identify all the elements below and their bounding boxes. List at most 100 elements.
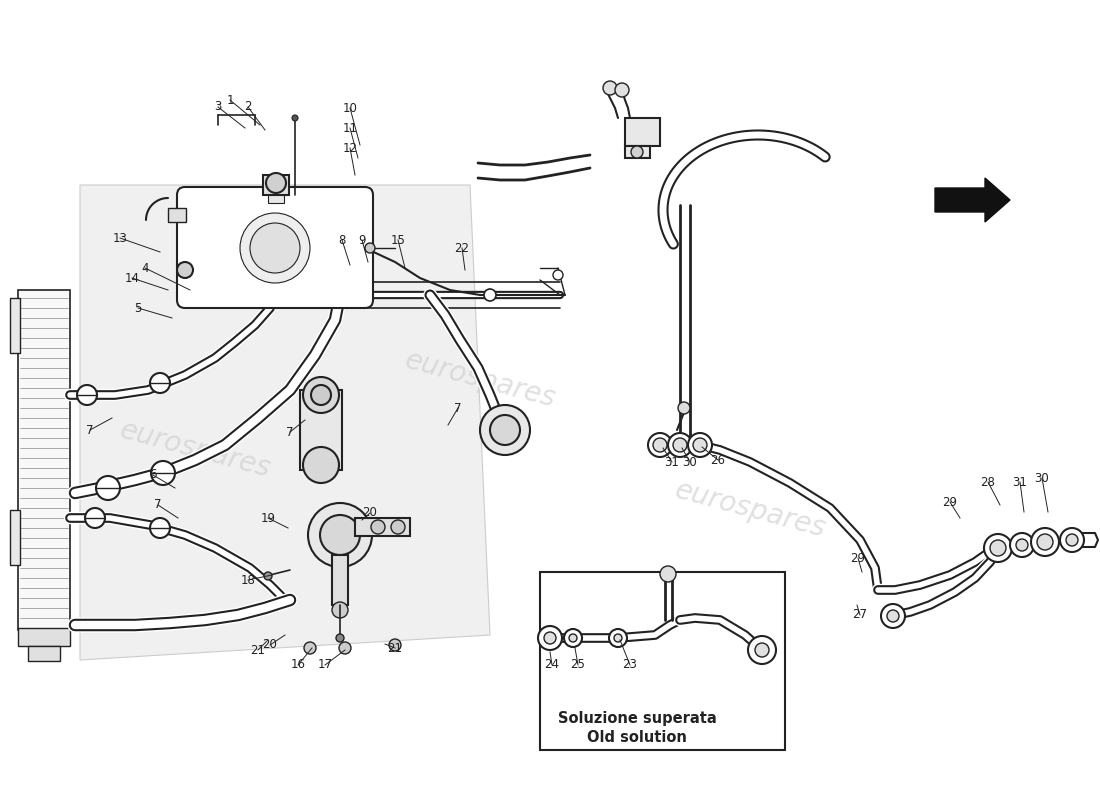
Circle shape xyxy=(85,508,104,528)
Circle shape xyxy=(544,632,556,644)
Circle shape xyxy=(553,270,563,280)
Circle shape xyxy=(390,520,405,534)
Text: 17: 17 xyxy=(318,658,332,671)
Circle shape xyxy=(660,566,676,582)
Circle shape xyxy=(240,213,310,283)
Text: 7: 7 xyxy=(454,402,462,414)
Bar xyxy=(332,555,348,605)
Text: 1: 1 xyxy=(227,94,233,106)
Circle shape xyxy=(1060,528,1083,552)
Text: 11: 11 xyxy=(342,122,358,134)
Circle shape xyxy=(631,146,644,158)
Polygon shape xyxy=(80,185,490,660)
Text: 12: 12 xyxy=(342,142,358,154)
Bar xyxy=(10,510,20,565)
Text: 14: 14 xyxy=(124,271,140,285)
Circle shape xyxy=(538,626,562,650)
Circle shape xyxy=(266,173,286,193)
Circle shape xyxy=(881,604,905,628)
Circle shape xyxy=(688,433,712,457)
Text: Soluzione superata
Old solution: Soluzione superata Old solution xyxy=(558,710,716,746)
Bar xyxy=(540,572,785,750)
Text: 10: 10 xyxy=(342,102,358,114)
Circle shape xyxy=(480,405,530,455)
Text: 7: 7 xyxy=(86,423,94,437)
Text: 24: 24 xyxy=(544,658,560,671)
Circle shape xyxy=(150,518,170,538)
Circle shape xyxy=(250,223,300,273)
Text: 29: 29 xyxy=(943,495,957,509)
Circle shape xyxy=(673,438,688,452)
Text: 21: 21 xyxy=(387,642,403,654)
Bar xyxy=(10,298,20,353)
Text: 25: 25 xyxy=(571,658,585,671)
Circle shape xyxy=(755,643,769,657)
Text: 27: 27 xyxy=(852,609,868,622)
Circle shape xyxy=(693,438,707,452)
Text: 30: 30 xyxy=(683,455,697,469)
Circle shape xyxy=(311,385,331,405)
Text: 19: 19 xyxy=(261,511,275,525)
Circle shape xyxy=(320,515,360,555)
Text: 28: 28 xyxy=(980,475,996,489)
Circle shape xyxy=(490,415,520,445)
FancyBboxPatch shape xyxy=(177,187,373,308)
Text: 22: 22 xyxy=(454,242,470,254)
Circle shape xyxy=(150,373,170,393)
Text: 31: 31 xyxy=(1013,475,1027,489)
Circle shape xyxy=(653,438,667,452)
Circle shape xyxy=(371,520,385,534)
Text: 5: 5 xyxy=(134,302,142,314)
Circle shape xyxy=(648,433,672,457)
Bar xyxy=(18,290,70,630)
Text: 16: 16 xyxy=(290,658,306,671)
Circle shape xyxy=(748,636,775,664)
Circle shape xyxy=(603,81,617,95)
Circle shape xyxy=(678,402,690,414)
Circle shape xyxy=(389,639,402,651)
Circle shape xyxy=(339,642,351,654)
Bar xyxy=(18,628,70,646)
Text: 23: 23 xyxy=(623,658,637,671)
Circle shape xyxy=(304,642,316,654)
Text: 20: 20 xyxy=(263,638,277,651)
Bar xyxy=(168,208,186,222)
Bar xyxy=(28,646,60,661)
Circle shape xyxy=(332,602,348,618)
Circle shape xyxy=(615,83,629,97)
Text: 9: 9 xyxy=(359,234,365,246)
Circle shape xyxy=(177,262,192,278)
Text: eurospares: eurospares xyxy=(402,346,559,414)
Circle shape xyxy=(564,629,582,647)
Circle shape xyxy=(308,503,372,567)
Bar xyxy=(355,518,410,536)
Circle shape xyxy=(302,377,339,413)
Text: 7: 7 xyxy=(154,498,162,511)
Text: 21: 21 xyxy=(251,643,265,657)
Text: 13: 13 xyxy=(112,231,128,245)
Text: 3: 3 xyxy=(214,101,222,114)
Circle shape xyxy=(264,572,272,580)
Text: eurospares: eurospares xyxy=(671,476,828,544)
Bar xyxy=(263,175,289,195)
Text: 15: 15 xyxy=(390,234,406,246)
Circle shape xyxy=(484,289,496,301)
Circle shape xyxy=(984,534,1012,562)
Circle shape xyxy=(77,385,97,405)
Bar xyxy=(625,118,660,146)
Text: 31: 31 xyxy=(664,455,680,469)
Circle shape xyxy=(292,115,298,121)
Circle shape xyxy=(151,461,175,485)
Text: 6: 6 xyxy=(150,469,156,482)
Circle shape xyxy=(1016,539,1028,551)
Circle shape xyxy=(668,433,692,457)
Circle shape xyxy=(302,447,339,483)
Text: 30: 30 xyxy=(1035,471,1049,485)
Bar xyxy=(625,146,650,158)
Circle shape xyxy=(1037,534,1053,550)
Text: 7: 7 xyxy=(286,426,294,438)
Text: 20: 20 xyxy=(363,506,377,519)
Circle shape xyxy=(336,634,344,642)
Circle shape xyxy=(614,634,622,642)
Text: 2: 2 xyxy=(244,101,252,114)
